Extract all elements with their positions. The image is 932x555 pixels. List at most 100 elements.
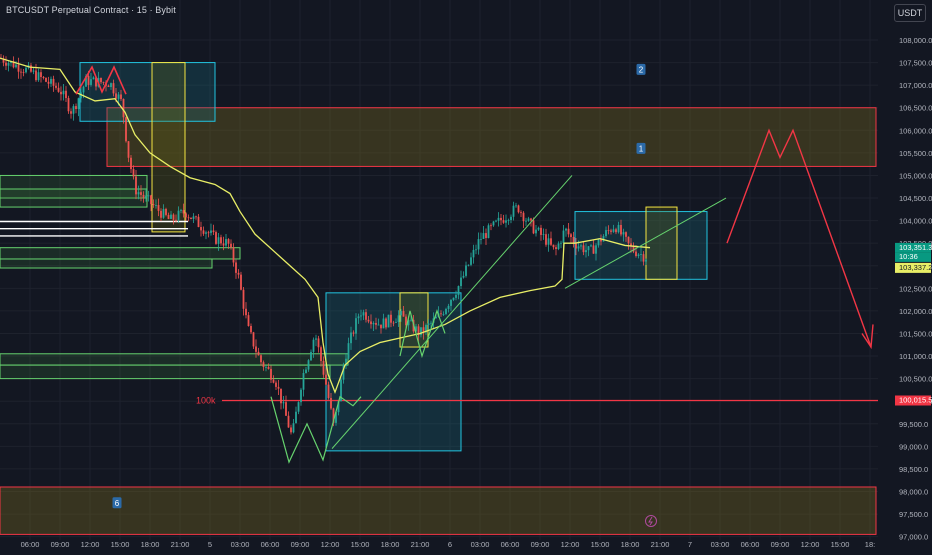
candle <box>160 208 162 222</box>
candle-body <box>217 237 220 244</box>
candle <box>280 388 282 410</box>
candle <box>180 208 182 214</box>
grid <box>0 0 878 540</box>
candle <box>515 202 517 208</box>
candle <box>297 401 300 415</box>
candle-body <box>200 227 202 231</box>
candle <box>300 387 302 406</box>
candle <box>50 76 52 87</box>
candle <box>317 335 320 353</box>
candle <box>487 223 490 239</box>
price-tick-label: 98,500.0 <box>899 465 928 474</box>
candle <box>7 60 10 72</box>
candle-body <box>155 205 157 206</box>
candle-body <box>410 319 412 321</box>
lightning-icon <box>645 515 657 527</box>
candle-body <box>60 91 62 95</box>
candle-body <box>347 343 350 359</box>
candle-body <box>455 294 457 298</box>
candle-body <box>305 369 307 374</box>
candle-body <box>142 194 145 198</box>
price-tick-label: 99,500.0 <box>899 420 928 429</box>
candle-body <box>197 216 200 228</box>
price-tick-label: 106,000.0 <box>899 126 932 135</box>
candle-body <box>80 92 82 99</box>
candle <box>467 264 470 267</box>
candle-body <box>607 230 610 231</box>
zone-marker-bg <box>636 63 646 75</box>
candle <box>392 320 395 327</box>
candle-body <box>382 318 385 329</box>
candle-body <box>615 229 617 233</box>
candle <box>537 226 540 231</box>
candle <box>372 321 375 332</box>
chart-title: BTCUSDT Perpetual Contract · 15 · Bybit <box>6 5 176 15</box>
candle <box>157 198 160 217</box>
candle <box>417 324 420 342</box>
candle-body <box>485 233 487 238</box>
candle <box>520 210 522 218</box>
candle <box>640 247 642 262</box>
candle-body <box>390 314 392 323</box>
candle <box>525 217 527 226</box>
candle <box>602 234 605 242</box>
candle-body <box>127 141 130 158</box>
candle-body <box>40 72 42 78</box>
candle-body <box>570 234 572 237</box>
candle <box>230 239 232 250</box>
candle <box>382 313 385 329</box>
candle <box>170 210 172 220</box>
time-tick-label: 03:00 <box>231 540 250 549</box>
countdown-tag-bg <box>895 252 931 262</box>
time-tick-label: 09:00 <box>771 540 790 549</box>
candle <box>227 238 230 249</box>
candle <box>370 314 372 329</box>
candle-body <box>67 98 70 112</box>
candle-body <box>612 229 615 232</box>
candle-body <box>457 286 460 295</box>
candle <box>55 82 57 90</box>
candle-body <box>135 176 137 195</box>
candle-body <box>112 83 115 94</box>
candle-body <box>605 230 607 237</box>
candle-body <box>362 312 365 316</box>
currency-button[interactable]: USDT <box>894 4 926 22</box>
projection-path-green <box>399 309 446 359</box>
candle-body <box>212 230 215 233</box>
candle-body <box>562 230 565 243</box>
order-block <box>0 247 241 260</box>
candle-body <box>132 169 135 177</box>
candle-body <box>520 212 522 214</box>
candle-body <box>597 238 600 246</box>
candle-body <box>442 314 445 315</box>
candle-body <box>430 322 432 324</box>
candle-body <box>367 319 370 322</box>
candle-body <box>587 246 590 251</box>
candle-body <box>422 327 425 333</box>
candle <box>510 214 512 224</box>
candle-body <box>7 62 10 66</box>
candle-body <box>317 338 320 348</box>
candle-body <box>580 245 582 247</box>
candle-body <box>385 318 387 328</box>
time-tick-label: 21:00 <box>651 540 670 549</box>
candle-body <box>32 70 35 72</box>
candle <box>345 353 347 370</box>
projection-path-red <box>75 65 127 95</box>
candle-body <box>277 386 280 389</box>
candle-body <box>2 58 5 63</box>
time-tick-label: 03:00 <box>471 540 490 549</box>
candle-body <box>322 360 325 375</box>
candle-body <box>415 326 417 332</box>
candle-body <box>257 351 260 356</box>
candle-body <box>260 355 262 363</box>
candle-body <box>355 318 357 334</box>
candle <box>420 327 422 338</box>
candle <box>380 324 382 334</box>
zone-marker: 6 <box>112 497 122 509</box>
supply-zone <box>106 107 877 167</box>
candle-body <box>292 423 295 433</box>
zone-marker: 1 <box>636 142 646 154</box>
